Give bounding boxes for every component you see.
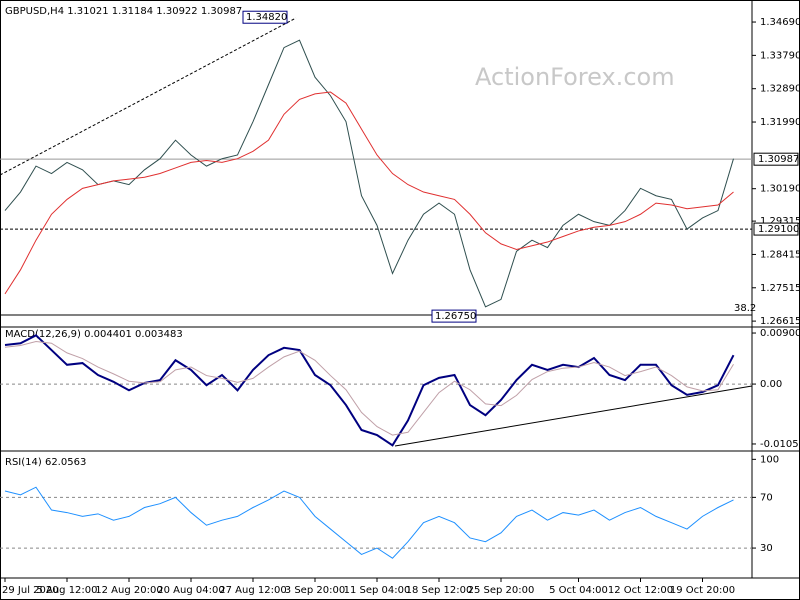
x-tick-label: 3 Sep 20:00 <box>285 585 345 596</box>
y-tick-label: 1.30190 <box>760 184 800 195</box>
annotation-box <box>242 10 288 24</box>
x-tick-label: 5 Oct 04:00 <box>549 585 608 596</box>
series-line <box>4 334 735 447</box>
y-tick-label: 1.28415 <box>760 249 800 260</box>
series-line <box>4 91 734 295</box>
y-tick-label: 1.27515 <box>760 283 800 294</box>
y-tick-label: 1.34690 <box>760 17 800 28</box>
price-label: 1.29100 <box>758 224 799 235</box>
x-tick-label: 29 Jul 2020 <box>2 585 59 596</box>
chart-title: GBPUSD,H4 1.31021 1.31184 1.30922 1.3098… <box>5 6 242 17</box>
fib-label: 38.2 <box>734 303 756 314</box>
panel-title: MACD(12,26,9) 0.004401 0.003483 <box>5 329 183 340</box>
x-tick-label: 20 Aug 04:00 <box>157 585 224 596</box>
price-label-box <box>753 222 799 236</box>
x-tick-label: 12 Oct 12:00 <box>608 585 673 596</box>
x-tick-label: 11 Sep 04:00 <box>344 585 411 596</box>
watermark: ActionForex.com <box>475 63 675 91</box>
y-tick-label: 70 <box>760 492 773 503</box>
x-tick-label: 19 Oct 20:00 <box>670 585 735 596</box>
y-tick-label: 1.26615 <box>760 316 800 327</box>
y-tick-label: 0.009003 <box>760 328 800 339</box>
price-label-box <box>753 152 799 166</box>
y-tick-label: 30 <box>760 543 773 554</box>
price-label: 1.30987 <box>758 154 799 165</box>
x-tick-label: 12 Aug 20:00 <box>95 585 162 596</box>
series-line <box>4 341 734 436</box>
annotation: 1.34820 <box>246 12 287 23</box>
x-tick-label: 25 Sep 20:00 <box>468 585 535 596</box>
annotation: 1.26750 <box>435 311 476 322</box>
y-tick-label: 1.33790 <box>760 50 800 61</box>
y-tick-label: 1.29315 <box>760 216 800 227</box>
trend-line <box>394 385 753 447</box>
x-tick-label: 27 Aug 12:00 <box>219 585 286 596</box>
y-tick-label: -0.010566 <box>760 439 800 450</box>
trend-line <box>0 17 297 176</box>
x-tick-label: 18 Sep 12:00 <box>406 585 473 596</box>
y-tick-label: 1.32890 <box>760 84 800 95</box>
x-tick-label: 5 Aug 12:00 <box>36 585 97 596</box>
y-tick-label: 1.31990 <box>760 117 800 128</box>
annotation-box <box>431 309 477 323</box>
y-tick-label: 0.00 <box>760 379 782 390</box>
y-tick-label: 100 <box>760 454 779 465</box>
panel-title: RSI(14) 62.0563 <box>5 457 86 468</box>
series-line <box>4 39 734 308</box>
series-line <box>4 486 734 559</box>
